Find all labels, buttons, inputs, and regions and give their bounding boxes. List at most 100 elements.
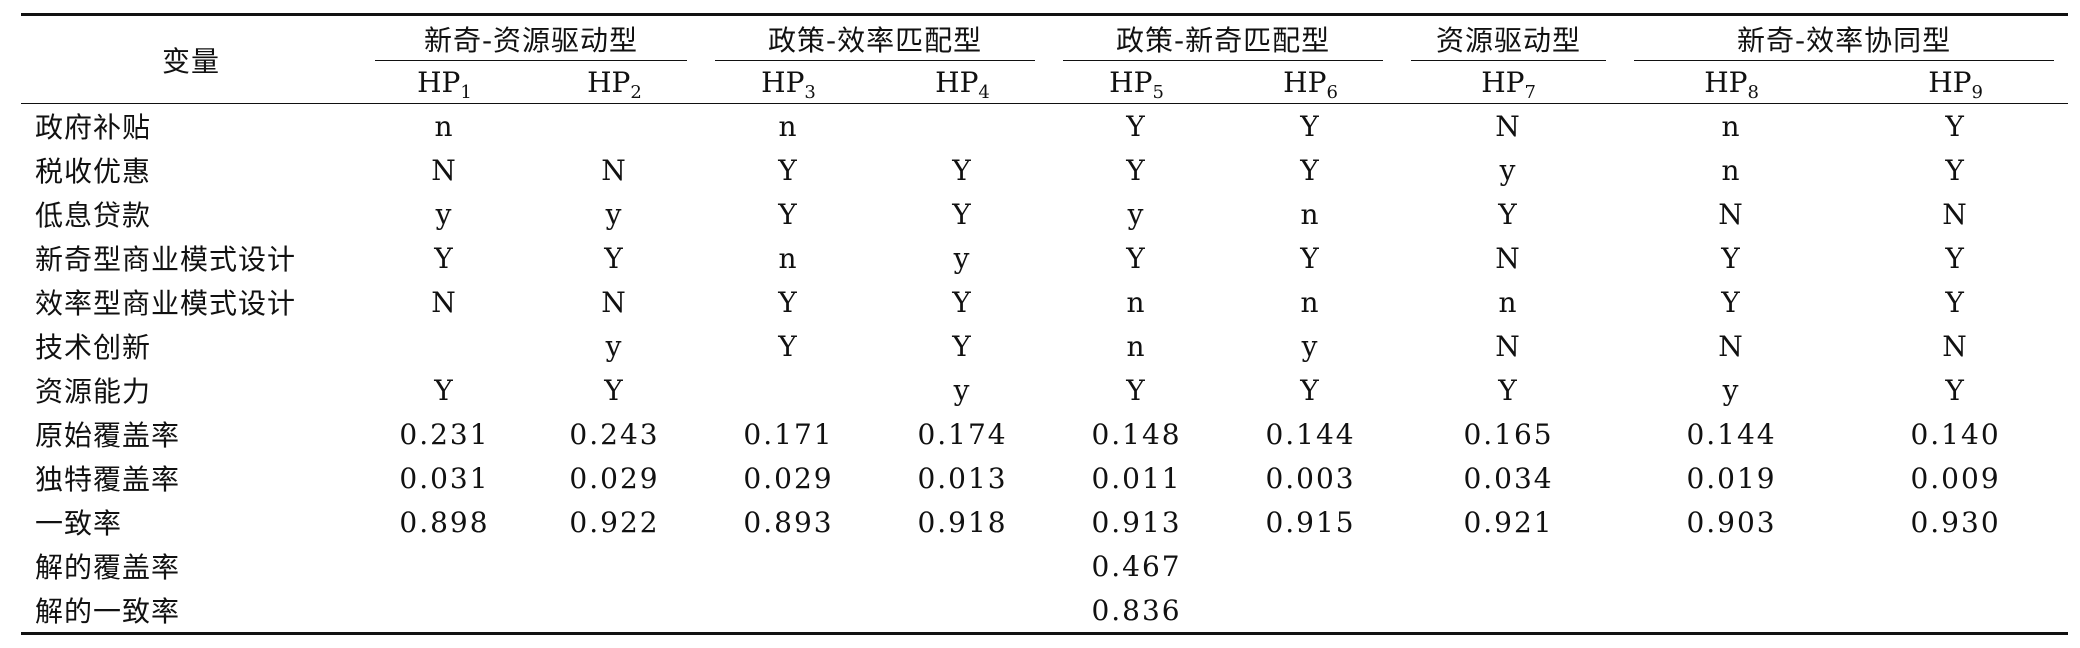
table-cell: y [1301, 329, 1320, 363]
table-row: 一致率 0.898 0.922 0.893 0.918 0.913 0.915 0.921 0.… [21, 500, 2068, 544]
table-cell: n [1721, 109, 1742, 143]
empty-cell [1620, 588, 1844, 635]
table-cell: 0.140 [1910, 417, 2001, 451]
table-cell: Y [1945, 285, 1966, 319]
table-cell: Y [952, 153, 973, 187]
table-cell: N [431, 285, 458, 319]
table-cell: 0.144 [1265, 417, 1356, 451]
table-cell: 0.231 [399, 417, 490, 451]
table-cell: y [953, 373, 972, 407]
table-cell: Y [1945, 373, 1966, 407]
table-cell: 0.144 [1686, 417, 1777, 451]
table-cell: 0.029 [743, 461, 834, 495]
table-cell: N [1942, 329, 1969, 363]
table-cell: N [601, 285, 628, 319]
row-label: 税收优惠 [35, 155, 152, 188]
table-cell: Y [1300, 373, 1321, 407]
table-cell: 0.903 [1686, 505, 1777, 539]
table-cell: 0.019 [1686, 461, 1777, 495]
empty-cell [701, 544, 876, 588]
table-cell: 0.171 [743, 417, 834, 451]
empty-cell [1843, 544, 2068, 588]
table-cell: n [434, 109, 455, 143]
empty-cell [361, 588, 528, 635]
table-cell: Y [952, 285, 973, 319]
table-cell: 0.003 [1265, 461, 1356, 495]
table-cell: n [1498, 285, 1519, 319]
config-header-hp6: HP6 [1224, 61, 1398, 104]
table-cell: 0.165 [1463, 417, 1554, 451]
config-header-hp9: HP9 [1843, 61, 2069, 104]
empty-cell [1397, 544, 1620, 588]
table-cell: n [1300, 285, 1321, 319]
row-label: 资源能力 [35, 375, 152, 408]
table-cell: Y [1498, 373, 1519, 407]
table-cell: Y [604, 373, 625, 407]
table-cell: Y [1126, 241, 1147, 275]
group-header-label: 新奇-效率协同型 [1737, 23, 1952, 57]
table-cell: 0.034 [1463, 461, 1554, 495]
group-header-policy-novelty: 政策-新奇匹配型 [1049, 15, 1397, 61]
solution-value: 0.836 [1049, 588, 1225, 635]
table-cell: Y [434, 241, 455, 275]
row-label: 独特覆盖率 [35, 463, 181, 496]
table-cell: Y [1126, 109, 1147, 143]
header-group-row: 变量 新奇-资源驱动型 政策-效率匹配型 政策-新奇匹配型 资源驱动型 新奇-效… [21, 14, 2069, 104]
group-header-label: 政策-效率匹配型 [767, 23, 983, 57]
empty-cell [701, 588, 877, 635]
table-cell: Y [952, 197, 973, 231]
table-cell: 0.921 [1463, 505, 1554, 539]
table-cell: n [1300, 197, 1321, 231]
table-cell: Y [1945, 153, 1966, 187]
empty-cell [361, 544, 528, 588]
empty-cell [1224, 588, 1398, 635]
table-cell: 0.922 [569, 505, 660, 539]
table-cell: y [953, 241, 972, 275]
table-cell: Y [1498, 197, 1519, 231]
row-label: 政府补贴 [35, 111, 152, 144]
table-cell: N [1495, 109, 1522, 143]
empty-cell [876, 544, 1049, 588]
table-cell: N [1942, 197, 1969, 231]
table-cell: Y [1300, 241, 1321, 275]
config-header-hp3: HP3 [701, 61, 877, 104]
empty-cell [1843, 588, 2069, 635]
table-cell: Y [952, 329, 973, 363]
table-cell: Y [1300, 153, 1321, 187]
table-cell: y [605, 197, 624, 231]
table-cell: 0.148 [1091, 417, 1182, 451]
empty-cell [528, 544, 701, 588]
table-cell: N [1495, 329, 1522, 363]
table-cell: 0.029 [569, 461, 660, 495]
table-cell: N [1495, 241, 1522, 275]
table-cell: 0.893 [743, 505, 834, 539]
table-cell [361, 324, 528, 368]
table-cell: Y [1721, 285, 1742, 319]
table-cell: Y [778, 285, 799, 319]
solution-value: 0.467 [1091, 549, 1182, 583]
group-header-novelty-resource: 新奇-资源驱动型 [361, 15, 701, 61]
empty-cell [1397, 588, 1621, 635]
table-cell: y [1722, 373, 1741, 407]
table-row: 原始覆盖率 0.231 0.243 0.171 0.174 0.148 0.144 0.165… [21, 412, 2068, 456]
table-cell: 0.918 [917, 505, 1008, 539]
group-header-label: 政策-新奇匹配型 [1115, 23, 1331, 57]
table-cell: n [1126, 329, 1147, 363]
table-cell: Y [604, 241, 625, 275]
table-cell: n [778, 109, 799, 143]
config-header-hp2: HP2 [528, 61, 702, 104]
header-config-row: HP1 HP2 HP3 HP4 HP5 HP6 HP7 HP8 HP9 [21, 61, 2069, 104]
table-cell: Y [1721, 241, 1742, 275]
config-header-hp1: HP1 [361, 61, 528, 104]
table-row: 独特覆盖率 0.031 0.029 0.029 0.013 0.011 0.003 0.034… [21, 456, 2068, 500]
table-cell: 0.013 [917, 461, 1008, 495]
table-cell: N [431, 153, 458, 187]
table-cell: 0.031 [399, 461, 490, 495]
config-header-hp5: HP5 [1049, 61, 1225, 104]
